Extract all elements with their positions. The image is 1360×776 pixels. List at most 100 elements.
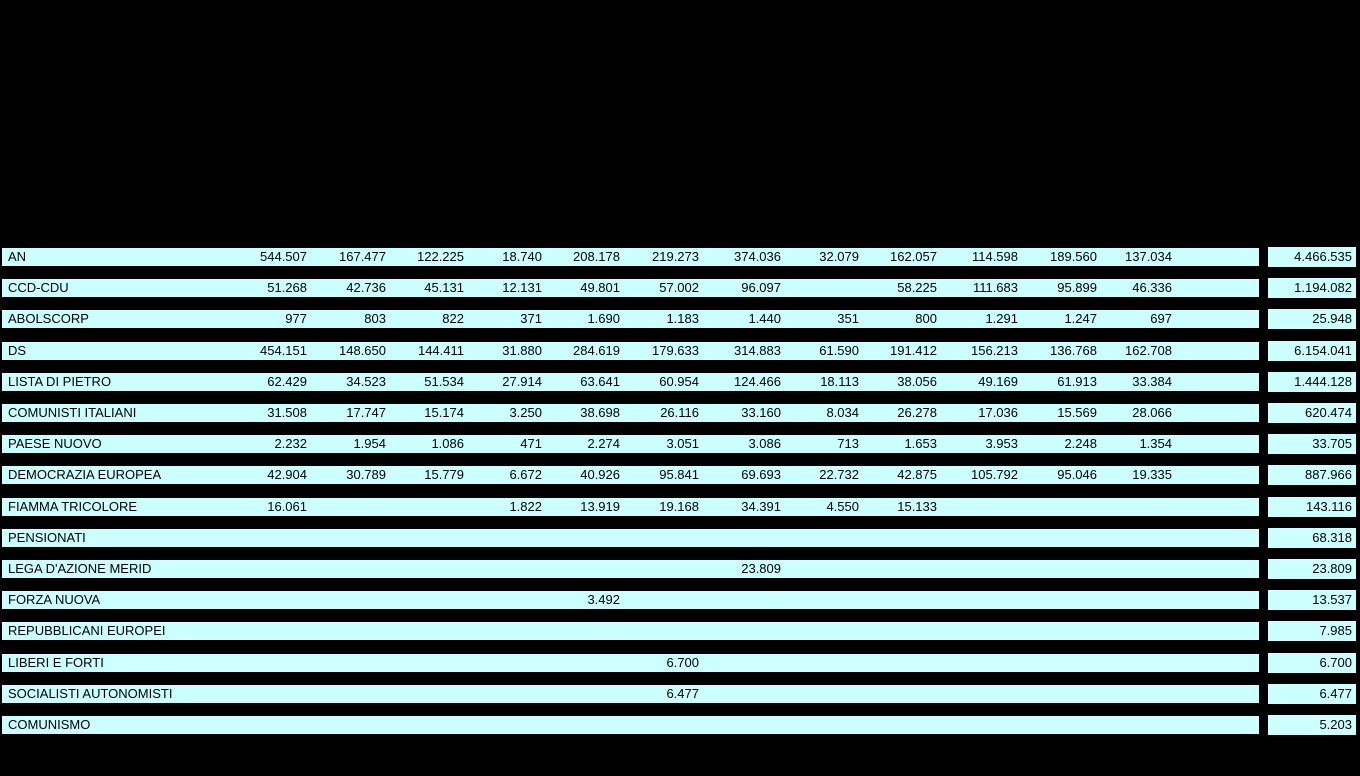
- value-cell: 31.880: [502, 343, 542, 358]
- party-name-cell: DEMOCRAZIA EUROPEA: [8, 467, 162, 482]
- row-filler: [1172, 685, 1259, 703]
- value-cell: [859, 591, 937, 609]
- value-cell: 31.508: [267, 405, 307, 420]
- table-row: PAESE NUOVO 2.232 1.954 1.086 471 2.274 3.051 3…: [2, 435, 1259, 453]
- party-name-cell: AN: [8, 249, 27, 264]
- value-cell: [386, 685, 464, 703]
- value-cell: 122.225: [417, 249, 464, 264]
- value-cell: 1.183: [666, 311, 699, 326]
- total-cell: 6.477: [1268, 684, 1356, 704]
- row-filler: [1172, 560, 1259, 578]
- value-cell: 1.440: [748, 311, 781, 326]
- row-filler: [1172, 466, 1259, 484]
- value-cell: 162.708: [1125, 343, 1172, 358]
- table-row: FORZA NUOVA 3.492: [2, 591, 1259, 609]
- total-cell: 33.705: [1268, 434, 1356, 454]
- value-cell: [542, 560, 620, 578]
- table-row: COMUNISTI ITALIANI 31.508 17.747 15.174 3.25…: [2, 404, 1259, 422]
- value-cell: 15.779: [424, 467, 464, 482]
- value-cell: 26.278: [897, 405, 937, 420]
- value-cell: [859, 716, 937, 734]
- value-cell: 1.822: [509, 499, 542, 514]
- value-cell: [240, 654, 307, 672]
- party-name-cell: SOCIALISTI AUTONOMISTI: [8, 686, 173, 701]
- value-cell: 19.335: [1132, 467, 1172, 482]
- value-cell: 2.232: [274, 436, 307, 451]
- party-name-cell: COMUNISMO: [8, 717, 91, 732]
- value-cell: 22.732: [819, 467, 859, 482]
- party-name-cell: CCD-CDU: [8, 280, 69, 295]
- party-name-cell: PAESE NUOVO: [8, 436, 102, 451]
- value-cell: [699, 591, 781, 609]
- value-cell: 42.875: [897, 467, 937, 482]
- value-cell: 374.036: [734, 249, 781, 264]
- value-cell: [620, 560, 699, 578]
- value-cell: 57.002: [659, 280, 699, 295]
- value-cell: 4.550: [826, 499, 859, 514]
- party-name-cell: ABOLSCORP: [8, 311, 89, 326]
- value-cell: 822: [442, 311, 464, 326]
- value-cell: [699, 654, 781, 672]
- value-cell: [386, 622, 464, 640]
- value-cell: 16.061: [267, 499, 307, 514]
- party-name-cell: FIAMMA TRICOLORE: [8, 499, 138, 514]
- value-cell: [542, 529, 620, 547]
- value-cell: 544.507: [260, 249, 307, 264]
- value-cell: [1018, 622, 1097, 640]
- table-row: COMUNISMO: [2, 716, 1259, 734]
- value-cell: 51.534: [424, 374, 464, 389]
- value-cell: [1097, 654, 1172, 672]
- value-cell: 46.336: [1132, 280, 1172, 295]
- table-row: SOCIALISTI AUTONOMISTI 6.477: [2, 685, 1259, 703]
- value-cell: 1.954: [353, 436, 386, 451]
- value-cell: 33.160: [741, 405, 781, 420]
- value-cell: [859, 685, 937, 703]
- table-row: DEMOCRAZIA EUROPEA 42.904 30.789 15.779 6.67…: [2, 466, 1259, 484]
- table-row: LISTA DI PIETRO 62.429 34.523 51.534 27.914 6…: [2, 373, 1259, 391]
- value-cell: 15.569: [1057, 405, 1097, 420]
- value-cell: 61.590: [819, 343, 859, 358]
- value-cell: 208.178: [573, 249, 620, 264]
- value-cell: 1.690: [587, 311, 620, 326]
- value-cell: 6.477: [666, 686, 699, 701]
- value-cell: [464, 591, 542, 609]
- value-cell: [1097, 685, 1172, 703]
- value-cell: [307, 685, 386, 703]
- value-cell: [1018, 591, 1097, 609]
- value-cell: [620, 529, 699, 547]
- value-cell: 1.354: [1139, 436, 1172, 451]
- value-cell: [1097, 560, 1172, 578]
- value-cell: [307, 622, 386, 640]
- party-name-cell: COMUNISTI ITALIANI: [8, 405, 137, 420]
- value-cell: 33.384: [1132, 374, 1172, 389]
- value-cell: 23.809: [741, 561, 781, 576]
- value-cell: 28.066: [1132, 405, 1172, 420]
- value-cell: [240, 591, 307, 609]
- row-filler: [1172, 342, 1259, 360]
- value-cell: [386, 560, 464, 578]
- total-cell: 1.194.082: [1268, 278, 1356, 298]
- value-cell: 60.954: [659, 374, 699, 389]
- value-cell: [699, 685, 781, 703]
- value-cell: [937, 685, 1018, 703]
- table-row: REPUBBLICANI EUROPEI: [2, 622, 1259, 640]
- value-cell: 49.801: [580, 280, 620, 295]
- table-row: CCD-CDU 51.268 42.736 45.131 12.131 49.801 57.…: [2, 279, 1259, 297]
- value-cell: [386, 716, 464, 734]
- value-cell: 105.792: [971, 467, 1018, 482]
- value-cell: 26.116: [660, 405, 699, 420]
- party-name-cell: LIBERI E FORTI: [8, 655, 104, 670]
- row-filler: [1172, 248, 1259, 266]
- value-cell: 58.225: [897, 280, 937, 295]
- value-cell: [1097, 591, 1172, 609]
- total-cell: 13.537: [1268, 590, 1356, 610]
- value-cell: [1018, 529, 1097, 547]
- value-cell: [1018, 654, 1097, 672]
- total-cell: 25.948: [1268, 309, 1356, 329]
- value-cell: [620, 622, 699, 640]
- value-cell: [1018, 716, 1097, 734]
- value-cell: [240, 685, 307, 703]
- value-cell: [781, 685, 859, 703]
- row-filler: [1172, 529, 1259, 547]
